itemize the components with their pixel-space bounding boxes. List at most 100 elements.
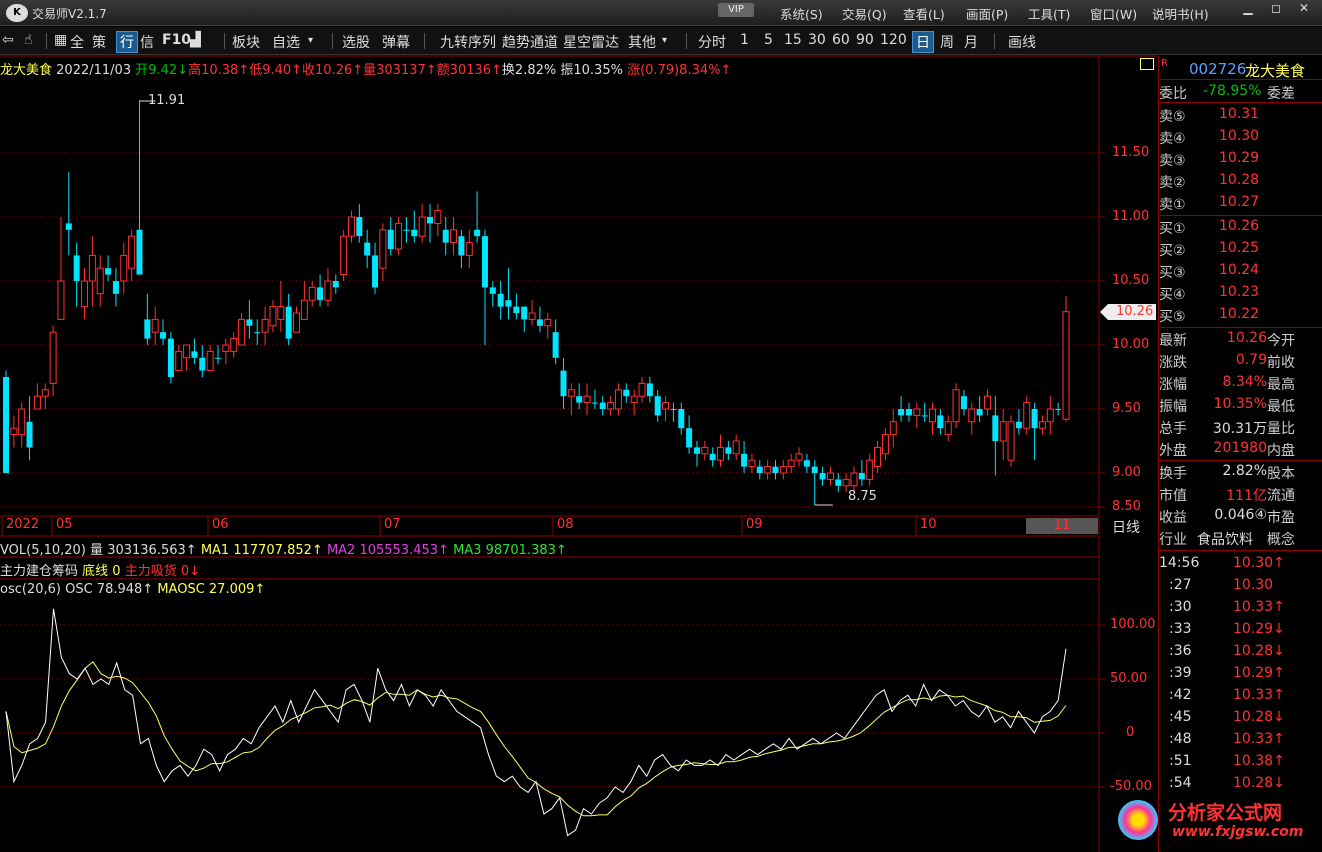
period-label[interactable]: 日线 bbox=[1112, 520, 1140, 536]
candle-body-up bbox=[81, 280, 89, 308]
candle-body-up bbox=[999, 421, 1007, 442]
tb-strategy[interactable]: 策 bbox=[92, 35, 106, 51]
minimize-icon[interactable]: ▁ bbox=[1243, 1, 1253, 15]
candle-body-down bbox=[73, 255, 80, 281]
candle-body-down bbox=[1031, 409, 1038, 429]
zl-base: 底线 0 bbox=[82, 564, 121, 579]
sell-level-price[interactable]: 10.31 bbox=[1219, 106, 1260, 122]
grid-icon[interactable]: ▦ bbox=[54, 32, 68, 48]
menu-window[interactable]: 窗口(W) bbox=[1090, 7, 1138, 22]
sell-level-price[interactable]: 10.30 bbox=[1219, 128, 1260, 144]
menu-screen[interactable]: 画面(P) bbox=[966, 7, 1009, 22]
candle-body-down bbox=[332, 281, 339, 288]
tb-star-radar[interactable]: 星空雷达 bbox=[563, 35, 619, 51]
weicha-label: 委差 bbox=[1267, 86, 1295, 102]
current-price-marker bbox=[1100, 304, 1156, 320]
buy-level-price[interactable]: 10.24 bbox=[1219, 262, 1260, 278]
tb-30min[interactable]: 30 bbox=[808, 32, 826, 48]
candle-body-down bbox=[387, 229, 394, 249]
vip-badge[interactable]: VIP bbox=[718, 3, 754, 17]
sell-level-price[interactable]: 10.27 bbox=[1219, 194, 1260, 210]
tick-price: 10.29↓ bbox=[1233, 621, 1285, 637]
candle-body-up bbox=[49, 331, 57, 384]
tb-1min[interactable]: 1 bbox=[740, 32, 749, 48]
stat-right-label: 最低 bbox=[1267, 399, 1295, 415]
candle-body-up bbox=[340, 235, 348, 276]
tb-f10[interactable]: F10 bbox=[162, 32, 192, 48]
tb-90min[interactable]: 90 bbox=[856, 32, 874, 48]
candle-body-up bbox=[379, 229, 387, 269]
tb-weekly[interactable]: 周 bbox=[940, 35, 954, 51]
buy-level-label: 买④ bbox=[1159, 287, 1186, 303]
stat-value: 2.82% bbox=[1222, 463, 1267, 479]
menu-tools[interactable]: 工具(T) bbox=[1028, 7, 1071, 22]
tick-price: 10.28↓ bbox=[1233, 643, 1285, 659]
candle-body-up bbox=[874, 446, 882, 468]
candle-body-up bbox=[983, 395, 991, 410]
tick-price: 10.28↓ bbox=[1233, 775, 1285, 791]
tick-price: 10.29↑ bbox=[1233, 665, 1285, 681]
tick-price: 10.33↑ bbox=[1233, 731, 1285, 747]
sell-level-label: 卖② bbox=[1159, 175, 1186, 191]
menu-system[interactable]: 系统(S) bbox=[780, 7, 823, 22]
zl-absorb: 主力吸货 0↓ bbox=[124, 564, 200, 579]
buy-level-price[interactable]: 10.26 bbox=[1219, 218, 1260, 234]
tb-stock-picker[interactable]: 选股 bbox=[342, 35, 370, 51]
candle-body-up bbox=[175, 350, 183, 372]
tb-120min[interactable]: 120 bbox=[880, 32, 907, 48]
menu-help[interactable]: 说明书(H) bbox=[1152, 7, 1209, 22]
month-axis-label: 10 bbox=[920, 517, 937, 532]
tb-daily[interactable]: 日 bbox=[912, 31, 934, 53]
tick-time: :30 bbox=[1169, 599, 1192, 615]
candle-body-up bbox=[151, 318, 159, 333]
buy-level-price[interactable]: 10.25 bbox=[1219, 240, 1260, 256]
candle-body-up bbox=[41, 389, 49, 397]
buy-level-price[interactable]: 10.22 bbox=[1219, 306, 1260, 322]
tb-5min[interactable]: 5 bbox=[764, 32, 773, 48]
candle-body-up bbox=[842, 478, 850, 487]
tb-monthly[interactable]: 月 bbox=[964, 35, 978, 51]
sell-level-price[interactable]: 10.28 bbox=[1219, 172, 1260, 188]
candle-body-down bbox=[811, 466, 818, 473]
tb-15min[interactable]: 15 bbox=[784, 32, 802, 48]
menu-view[interactable]: 查看(L) bbox=[903, 7, 945, 22]
tb-other[interactable]: 其他 bbox=[628, 35, 656, 51]
candle-body-up bbox=[968, 408, 976, 423]
price-axis-label: 10.00 bbox=[1112, 337, 1150, 352]
candle-body-down bbox=[427, 217, 433, 224]
candle-body-up bbox=[10, 427, 18, 436]
tb-60min[interactable]: 60 bbox=[832, 32, 850, 48]
tb-intraday[interactable]: 分时 bbox=[698, 35, 726, 51]
buy-level-price[interactable]: 10.23 bbox=[1219, 284, 1260, 300]
watermark-title: 分析家公式网 bbox=[1168, 802, 1283, 824]
chevron-down-icon[interactable]: ▾ bbox=[308, 35, 314, 46]
app-title: 交易师V2.1.7 bbox=[32, 7, 107, 21]
tb-quote[interactable]: 行 bbox=[116, 31, 138, 53]
kline-chart[interactable] bbox=[0, 0, 1158, 852]
candle-body-down bbox=[136, 229, 143, 275]
tb-draw[interactable]: 画线 bbox=[1008, 35, 1036, 51]
hand-icon[interactable]: ☝ bbox=[24, 32, 33, 48]
tb-nine-turn[interactable]: 九转序列 bbox=[440, 35, 496, 51]
tb-trend-channel[interactable]: 趋势通道 bbox=[502, 35, 558, 51]
tb-all[interactable]: 全 bbox=[70, 35, 84, 51]
layout-icon[interactable]: ▟ bbox=[190, 32, 201, 48]
candle-body-up bbox=[222, 344, 230, 352]
tb-info[interactable]: 信 bbox=[140, 35, 154, 51]
candle-body-up bbox=[929, 408, 937, 423]
tb-danmaku[interactable]: 弹幕 bbox=[382, 35, 410, 51]
tb-sector[interactable]: 板块 bbox=[232, 35, 260, 51]
candle-body-up bbox=[465, 242, 473, 256]
maosc-value: MAOSC 27.009↑ bbox=[157, 582, 266, 597]
candle-body-up bbox=[120, 254, 128, 282]
back-icon[interactable]: ⇦ bbox=[2, 32, 14, 48]
sell-level-price[interactable]: 10.29 bbox=[1219, 150, 1260, 166]
close-icon[interactable]: ✕ bbox=[1298, 1, 1310, 15]
stat-label: 涨幅 bbox=[1159, 377, 1187, 393]
menu-trade[interactable]: 交易(Q) bbox=[842, 7, 887, 22]
tb-watchlist[interactable]: 自选 bbox=[272, 35, 300, 51]
expand-icon[interactable] bbox=[1140, 58, 1154, 70]
osc-label: osc(20,6) bbox=[0, 582, 61, 597]
chevron-down-icon[interactable]: ▾ bbox=[662, 35, 668, 46]
maximize-icon[interactable]: ◻ bbox=[1271, 1, 1281, 15]
